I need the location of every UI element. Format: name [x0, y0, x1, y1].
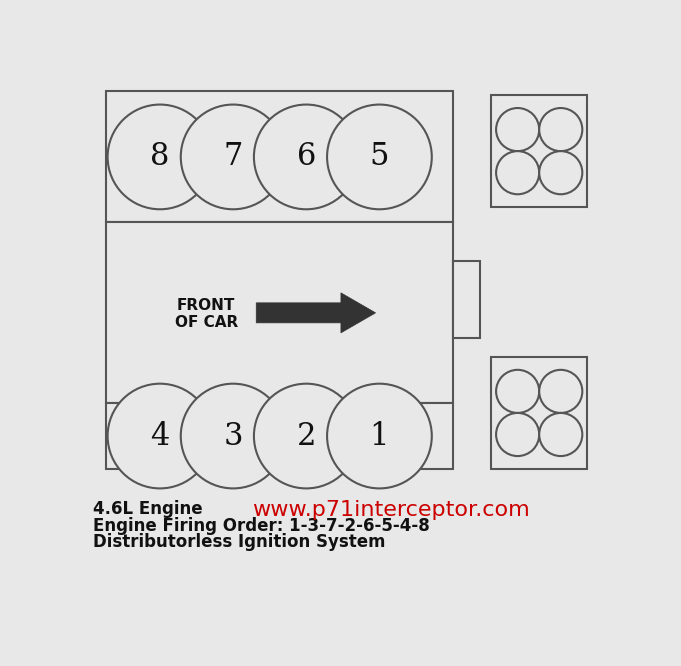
Circle shape: [539, 413, 582, 456]
Bar: [106, 222, 453, 404]
Text: FRONT: FRONT: [177, 298, 236, 312]
Circle shape: [496, 413, 539, 456]
Text: www.p71interceptor.com: www.p71interceptor.com: [253, 500, 530, 519]
Circle shape: [327, 105, 432, 209]
Circle shape: [108, 105, 212, 209]
Text: 5: 5: [370, 141, 389, 172]
Circle shape: [108, 384, 212, 488]
Bar: [106, 91, 453, 222]
Text: 8: 8: [151, 141, 170, 172]
Text: OF CAR: OF CAR: [174, 314, 238, 330]
Circle shape: [327, 384, 432, 488]
Polygon shape: [256, 293, 376, 333]
Bar: [453, 261, 479, 338]
Bar: [491, 357, 587, 469]
Text: 1: 1: [370, 420, 389, 452]
Bar: [106, 404, 453, 469]
Circle shape: [180, 105, 285, 209]
Text: Engine Firing Order: 1-3-7-2-6-5-4-8: Engine Firing Order: 1-3-7-2-6-5-4-8: [93, 517, 430, 535]
Text: 2: 2: [296, 420, 316, 452]
Text: 6: 6: [297, 141, 316, 172]
Circle shape: [254, 105, 359, 209]
Circle shape: [496, 370, 539, 413]
Text: 3: 3: [223, 420, 243, 452]
Circle shape: [539, 151, 582, 194]
Bar: [491, 95, 587, 207]
Text: 7: 7: [223, 141, 243, 172]
Text: 4.6L Engine: 4.6L Engine: [93, 500, 203, 517]
Circle shape: [180, 384, 285, 488]
Text: 4: 4: [151, 420, 170, 452]
Text: Distributorless Ignition System: Distributorless Ignition System: [93, 533, 385, 551]
Circle shape: [539, 108, 582, 151]
Circle shape: [254, 384, 359, 488]
Circle shape: [539, 370, 582, 413]
Circle shape: [496, 151, 539, 194]
Circle shape: [496, 108, 539, 151]
